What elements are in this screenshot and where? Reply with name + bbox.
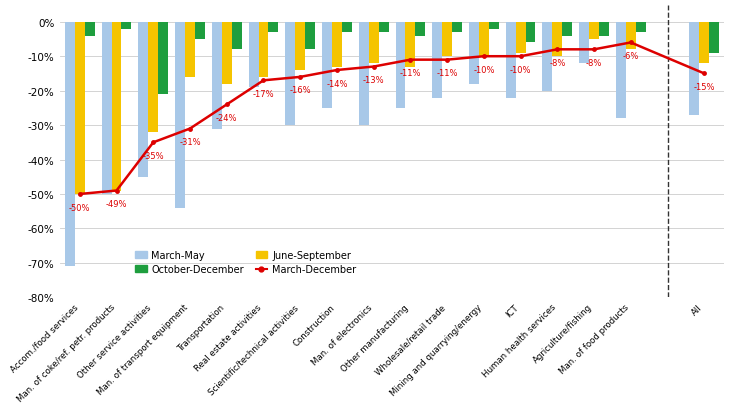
Bar: [75, 23, 85, 195]
Bar: [285, 23, 295, 126]
Bar: [589, 23, 599, 40]
Bar: [305, 23, 315, 50]
Bar: [358, 23, 369, 126]
Bar: [515, 23, 526, 54]
Bar: [442, 23, 452, 57]
Text: -31%: -31%: [179, 138, 201, 147]
Text: -15%: -15%: [694, 83, 715, 92]
Bar: [689, 23, 699, 115]
Bar: [599, 23, 609, 36]
Bar: [542, 23, 553, 92]
Bar: [249, 23, 258, 88]
Text: -6%: -6%: [623, 52, 639, 61]
Bar: [332, 23, 342, 67]
Text: -16%: -16%: [289, 86, 311, 95]
Bar: [526, 23, 536, 43]
Text: -14%: -14%: [326, 79, 347, 88]
Bar: [139, 23, 148, 178]
Bar: [369, 23, 379, 64]
Bar: [185, 23, 195, 78]
Text: -10%: -10%: [510, 66, 531, 74]
Bar: [469, 23, 479, 85]
Bar: [85, 23, 95, 36]
Bar: [158, 23, 168, 95]
Text: -49%: -49%: [106, 200, 127, 209]
Bar: [258, 23, 269, 78]
Bar: [295, 23, 305, 71]
Text: -17%: -17%: [253, 90, 274, 99]
Bar: [506, 23, 515, 98]
Bar: [379, 23, 388, 33]
Bar: [616, 23, 626, 119]
Bar: [148, 23, 158, 133]
Legend: March-May, October-December, June-September, March-December: March-May, October-December, June-Septem…: [131, 247, 360, 278]
Bar: [479, 23, 489, 57]
Text: -11%: -11%: [399, 69, 421, 78]
Bar: [405, 23, 415, 67]
Bar: [699, 23, 710, 64]
Bar: [269, 23, 278, 33]
Bar: [562, 23, 572, 36]
Bar: [231, 23, 242, 50]
Text: -13%: -13%: [363, 76, 385, 85]
Bar: [710, 23, 719, 54]
Bar: [342, 23, 352, 33]
Text: -8%: -8%: [549, 59, 566, 68]
Bar: [626, 23, 636, 50]
Bar: [452, 23, 462, 33]
Bar: [101, 23, 112, 195]
Bar: [579, 23, 589, 64]
Text: -10%: -10%: [473, 66, 495, 74]
Text: -11%: -11%: [437, 69, 458, 78]
Bar: [121, 23, 131, 29]
Bar: [322, 23, 332, 109]
Bar: [222, 23, 231, 85]
Text: -8%: -8%: [586, 59, 602, 68]
Bar: [212, 23, 222, 129]
Text: -50%: -50%: [69, 203, 91, 212]
Bar: [195, 23, 205, 40]
Text: -24%: -24%: [216, 114, 237, 123]
Bar: [415, 23, 426, 36]
Text: -35%: -35%: [142, 152, 164, 160]
Bar: [553, 23, 562, 57]
Bar: [65, 23, 75, 267]
Bar: [636, 23, 645, 33]
Bar: [432, 23, 442, 98]
Bar: [175, 23, 185, 208]
Bar: [489, 23, 499, 29]
Bar: [396, 23, 405, 109]
Bar: [112, 23, 121, 191]
